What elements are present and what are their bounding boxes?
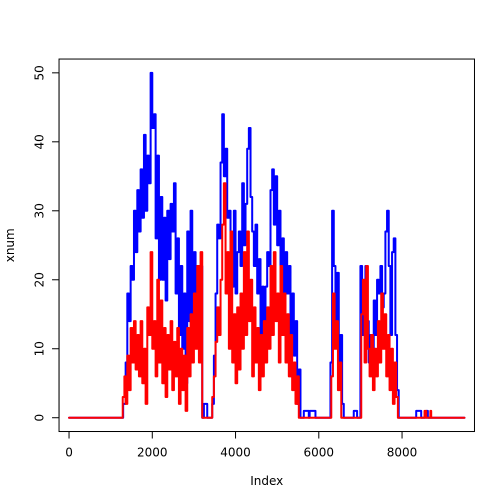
- x-axis: 0 2000 4000 6000 8000: [65, 431, 418, 460]
- series-line-2: [68, 182, 466, 419]
- y-axis-label: xnum: [3, 228, 17, 262]
- y-tick-label: 0: [33, 414, 47, 422]
- x-tick-label: 0: [65, 446, 73, 460]
- x-tick-label: 6000: [304, 446, 335, 460]
- y-tick-label: 10: [33, 341, 47, 356]
- series-layer: [68, 71, 466, 419]
- y-axis: 0 10 20 30 40 50: [33, 65, 60, 422]
- y-tick-label: 20: [33, 272, 47, 287]
- x-axis-label: Index: [250, 474, 283, 488]
- y-tick-label: 30: [33, 203, 47, 218]
- x-tick-label: 8000: [387, 446, 418, 460]
- y-tick-label: 40: [33, 134, 47, 149]
- x-tick-label: 2000: [137, 446, 168, 460]
- x-tick-label: 4000: [220, 446, 251, 460]
- plot-frame: [58, 58, 475, 433]
- y-tick-label: 50: [33, 65, 47, 80]
